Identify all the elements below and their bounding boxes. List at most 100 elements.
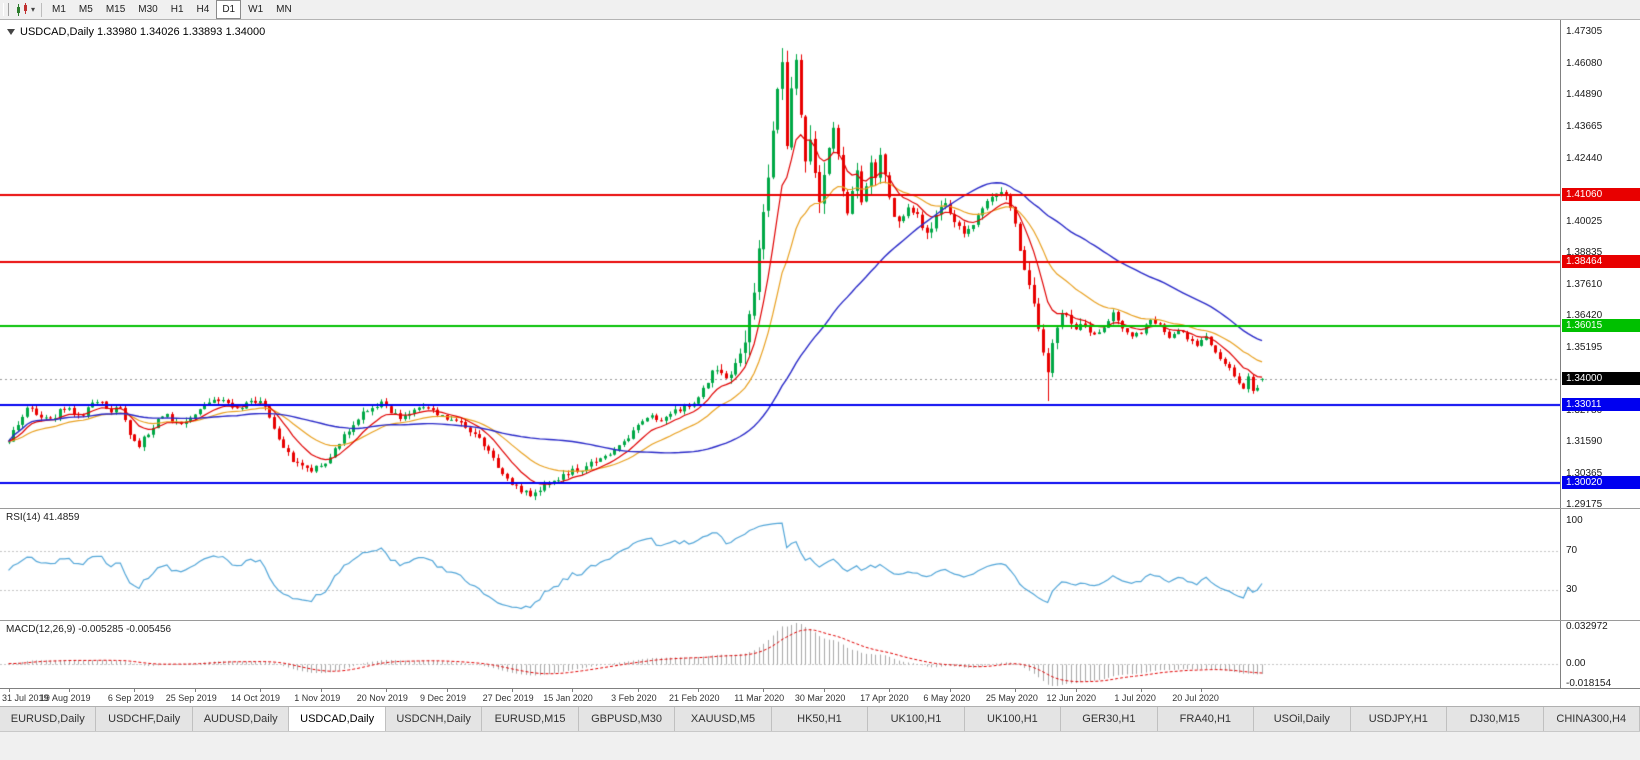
price-axis-label: 1.44890 xyxy=(1566,88,1603,100)
date-tick xyxy=(824,689,825,692)
tab-xauusd-m5[interactable]: XAUUSD,M5 xyxy=(675,707,772,731)
date-axis-label: 25 Sep 2019 xyxy=(165,693,217,703)
price-axis-label: 1.40025 xyxy=(1566,215,1603,227)
price-axis-label: 1.38835 xyxy=(1566,246,1603,258)
price-level-badge: 1.30020 xyxy=(1562,475,1640,489)
rsi-label: RSI(14) 41.4859 xyxy=(6,512,80,523)
date-axis-label: 30 Mar 2020 xyxy=(794,693,846,703)
date-axis-label: 3 Feb 2020 xyxy=(611,693,657,703)
price-axis-label: 1.43665 xyxy=(1566,120,1603,132)
date-tick xyxy=(321,689,322,692)
main-chart-canvas[interactable] xyxy=(0,20,1560,508)
tab-china300-h4[interactable]: CHINA300,H4 xyxy=(1543,707,1640,731)
current-price-badge: 1.34000 xyxy=(1562,371,1640,385)
macd-panel: 0.032972 0.00 -0.018154 MACD(12,26,9) -0.0… xyxy=(0,620,1640,689)
rsi-axis[interactable]: 100 70 30 xyxy=(1560,509,1640,620)
rsi-axis-label: 30 xyxy=(1566,584,1578,596)
date-axis-label: 31 Jul 2019 xyxy=(2,693,49,703)
timeframe-button-mn[interactable]: MN xyxy=(276,4,292,15)
tab-bar: EURUSD,Daily USDCHF,Daily AUDUSD,Daily USDC… xyxy=(0,706,1640,731)
rsi-canvas[interactable] xyxy=(0,509,1560,620)
timeframe-group: M1 M5 M15 M30 H1 H4 D1 W1 MN xyxy=(46,0,299,19)
chart-title-row: USDCAD,Daily 1.33980 1.34026 1.33893 1.3… xyxy=(7,26,265,38)
price-level-badge: 1.41060 xyxy=(1562,187,1640,201)
tab-hk50-h1[interactable]: HK50,H1 xyxy=(771,707,869,731)
tab-eurusd-m15[interactable]: EURUSD,M15 xyxy=(482,707,579,731)
date-axis-label: 6 Sep 2019 xyxy=(107,693,154,703)
timeframe-button-m1[interactable]: M1 xyxy=(52,4,66,15)
price-axis[interactable]: 1.47305 1.46080 1.44890 1.43665 1.42440 1.400… xyxy=(1560,20,1640,510)
date-axis-label: 20 Jul 2020 xyxy=(1172,693,1219,703)
rsi-axis-label: 100 xyxy=(1566,514,1583,526)
timeframe-button-m15[interactable]: M15 xyxy=(105,4,126,15)
tab-uk100-h1[interactable]: UK100,H1 xyxy=(868,707,965,731)
date-axis-label: 12 Jun 2020 xyxy=(1046,693,1097,703)
rsi-panel: 100 70 30 RSI(14) 41.4859 xyxy=(0,508,1640,620)
price-axis-label: 1.31590 xyxy=(1566,435,1603,447)
candlestick-chart-icon xyxy=(17,2,27,16)
price-axis-label: 1.30365 xyxy=(1566,467,1603,479)
tab-audusd-daily[interactable]: AUDUSD,Daily xyxy=(192,707,290,731)
price-level-badge: 1.36015 xyxy=(1562,319,1640,333)
tab-usdcnh-daily[interactable]: USDCNH,Daily xyxy=(385,707,483,731)
date-axis-label: 27 Dec 2019 xyxy=(482,693,534,703)
date-axis[interactable]: 31 Jul 2019 19 Aug 2019 6 Sep 2019 25 Sep 2… xyxy=(0,688,1640,706)
date-tick xyxy=(512,689,513,692)
date-tick xyxy=(260,689,261,692)
timeframe-button-d1[interactable]: D1 xyxy=(216,0,242,19)
tab-uk100-h1[interactable]: UK100,H1 xyxy=(964,707,1062,731)
macd-label: MACD(12,26,9) -0.005285 -0.005456 xyxy=(6,624,172,635)
price-axis-label: 1.47305 xyxy=(1566,25,1603,37)
date-tick xyxy=(195,689,196,692)
tab-usdjpy-h1[interactable]: USDJPY,H1 xyxy=(1350,707,1448,731)
timeframe-button-m5[interactable]: M5 xyxy=(78,4,93,15)
chart-shift-marker-icon[interactable] xyxy=(7,29,15,35)
date-tick xyxy=(1141,689,1142,692)
date-axis-label: 9 Dec 2019 xyxy=(420,693,467,703)
tab-gbpusd-m30[interactable]: GBPUSD,M30 xyxy=(578,707,676,731)
date-axis-label: 21 Feb 2020 xyxy=(669,693,720,703)
tab-usoil-daily[interactable]: USOil,Daily xyxy=(1254,707,1351,731)
tab-fra40-h1[interactable]: FRA40,H1 xyxy=(1157,707,1255,731)
date-tick xyxy=(134,689,135,692)
date-tick xyxy=(698,689,699,692)
macd-axis[interactable]: 0.032972 0.00 -0.018154 xyxy=(1560,621,1640,689)
chart-title: USDCAD,Daily 1.33980 1.34026 1.33893 1.3… xyxy=(20,26,266,38)
tab-eurusd-daily[interactable]: EURUSD,Daily xyxy=(0,707,97,731)
date-axis-label: 20 Nov 2019 xyxy=(356,693,408,703)
date-tick xyxy=(386,689,387,692)
toolbar-grip[interactable] xyxy=(3,3,9,16)
tab-usdcad-daily[interactable]: USDCAD,Daily xyxy=(289,707,386,731)
macd-canvas[interactable] xyxy=(0,621,1560,688)
price-axis-label: 1.46080 xyxy=(1566,57,1603,69)
date-tick xyxy=(950,689,951,692)
main-chart-panel: 1.47305 1.46080 1.44890 1.43665 1.42440 1.400… xyxy=(0,20,1640,510)
timeframe-button-m30[interactable]: M30 xyxy=(138,4,158,15)
status-bar xyxy=(0,731,1640,760)
tab-dj30-m15[interactable]: DJ30,M15 xyxy=(1447,707,1544,731)
chevron-down-icon: ▾ xyxy=(31,5,36,14)
date-axis-label: 19 Aug 2019 xyxy=(39,693,91,703)
timeframe-button-h1[interactable]: H1 xyxy=(170,4,184,15)
price-level-badge: 1.33011 xyxy=(1562,397,1640,411)
tab-usdchf-daily[interactable]: USDCHF,Daily xyxy=(96,707,193,731)
timeframe-button-h4[interactable]: H4 xyxy=(196,4,210,15)
toolbar: ▾ M1 M5 M15 M30 H1 H4 D1 W1 MN xyxy=(0,0,1640,20)
chart-type-button[interactable]: ▾ xyxy=(13,1,37,19)
date-axis-label: 1 Jul 2020 xyxy=(1114,693,1156,703)
date-tick xyxy=(1201,689,1202,692)
price-axis-label: 1.29175 xyxy=(1566,498,1603,510)
date-tick xyxy=(763,689,764,692)
date-tick xyxy=(1015,689,1016,692)
date-tick xyxy=(1076,689,1077,692)
price-axis-label: 1.36420 xyxy=(1566,309,1603,321)
macd-axis-label: 0.032972 xyxy=(1566,621,1608,632)
date-axis-label: 25 May 2020 xyxy=(985,693,1038,703)
rsi-axis-label: 70 xyxy=(1566,544,1578,556)
date-tick xyxy=(889,689,890,692)
tab-ger30-h1[interactable]: GER30,H1 xyxy=(1061,707,1158,731)
date-axis-label: 17 Apr 2020 xyxy=(860,693,909,703)
timeframe-button-w1[interactable]: W1 xyxy=(248,4,264,15)
date-tick xyxy=(447,689,448,692)
